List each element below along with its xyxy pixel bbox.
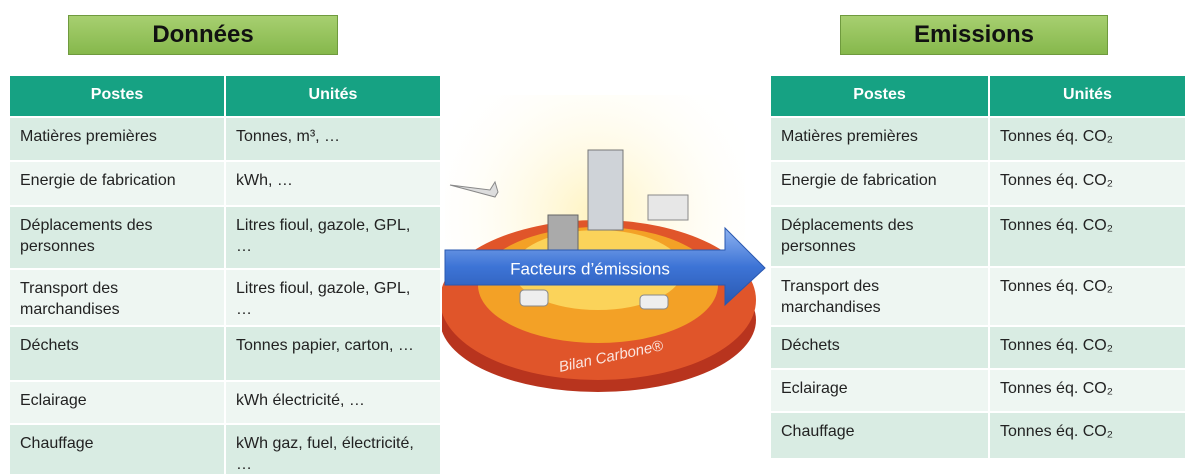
plane	[449, 180, 499, 198]
arrow	[444, 226, 766, 307]
unit-cell: Litres fioul, gazole, GPL, …	[226, 207, 442, 270]
unit-cell: kWh, …	[226, 162, 442, 207]
item-cell: Déchets	[10, 327, 226, 382]
item-cell: Chauffage	[771, 413, 990, 460]
unit-cell: Tonnes éq. CO₂	[990, 370, 1187, 413]
arrow-label: Facteurs d’émissions	[510, 259, 670, 278]
item-cell: Matières premières	[10, 118, 226, 162]
unit-cell: Tonnes éq. CO₂	[990, 327, 1187, 370]
factory	[547, 214, 579, 251]
item-cell: Eclairage	[771, 370, 990, 413]
column-header: Postes	[771, 76, 990, 118]
car	[519, 289, 549, 307]
item-cell: Déplacements des personnes	[771, 207, 990, 268]
unit-cell: Litres fioul, gazole, GPL, …	[226, 270, 442, 327]
item-cell: Energie de fabrication	[10, 162, 226, 207]
unit-cell: Tonnes papier, carton, …	[226, 327, 442, 382]
unit-cell: Tonnes éq. CO₂	[990, 118, 1187, 162]
item-cell: Déplacements des personnes	[10, 207, 226, 270]
truck	[647, 194, 689, 221]
unit-cell: Tonnes éq. CO₂	[990, 162, 1187, 207]
building	[587, 149, 624, 231]
item-cell: Matières premières	[771, 118, 990, 162]
column-header: Unités	[226, 76, 442, 118]
unit-cell: kWh gaz, fuel, électricité, …	[226, 425, 442, 474]
item-cell: Transport des marchandises	[771, 268, 990, 327]
left-title: Données	[68, 15, 338, 55]
car	[639, 294, 669, 310]
unit-cell: kWh électricité, …	[226, 382, 442, 425]
unit-cell: Tonnes, m³, …	[226, 118, 442, 162]
unit-cell: Tonnes éq. CO₂	[990, 207, 1187, 268]
column-header: Unités	[990, 76, 1187, 118]
column-header: Postes	[10, 76, 226, 118]
item-cell: Energie de fabrication	[771, 162, 990, 207]
right-title: Emissions	[840, 15, 1108, 55]
item-cell: Déchets	[771, 327, 990, 370]
item-cell: Eclairage	[10, 382, 226, 425]
unit-cell: Tonnes éq. CO₂	[990, 413, 1187, 460]
item-cell: Chauffage	[10, 425, 226, 474]
unit-cell: Tonnes éq. CO₂	[990, 268, 1187, 327]
item-cell: Transport des marchandises	[10, 270, 226, 327]
